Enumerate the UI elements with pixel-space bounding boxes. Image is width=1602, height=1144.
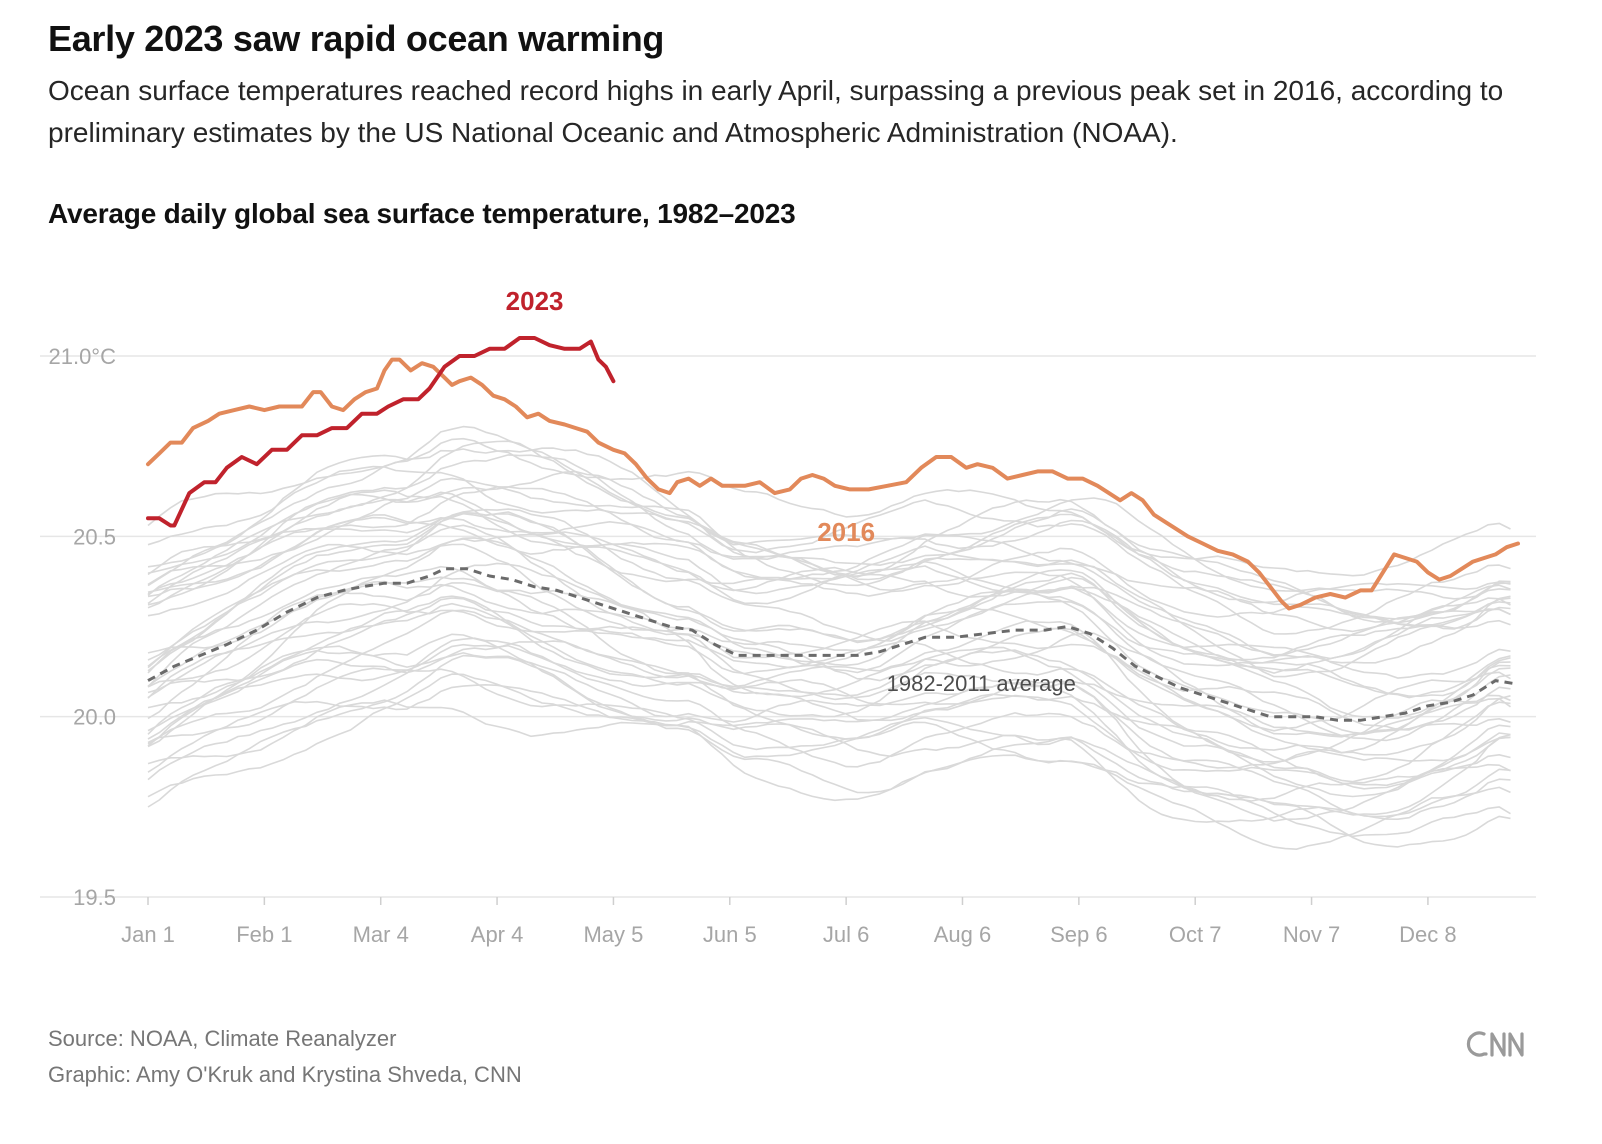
background-year-line [147,667,1511,822]
background-year-line [147,537,1511,719]
background-year-line [147,516,1511,656]
x-tick-label: Jan 1 [121,922,175,947]
background-year-line [147,489,1511,678]
label-2016: 2016 [817,517,875,547]
headline: Early 2023 saw rapid ocean warming [48,18,665,59]
chart-title: Average daily global sea surface tempera… [48,198,796,229]
dek: Ocean surface temperatures reached recor… [48,75,1504,148]
cnn-logo-icon [1466,1031,1524,1057]
label-2023: 2023 [506,286,564,316]
x-tick-label: Jul 6 [823,922,869,947]
background-year-line [147,486,1511,627]
background-year-line [147,531,1511,662]
background-year-line [147,512,1511,667]
background-year-line [147,437,1511,577]
background-year-line [147,512,1511,697]
background-year-line [147,673,1511,838]
y-tick-label: 19.5 [73,885,116,910]
background-year-line [147,465,1511,635]
x-tick-label: Apr 4 [471,922,524,947]
background-year-line [147,603,1511,763]
source-note: Source: NOAA, Climate Reanalyzer [48,1026,397,1051]
x-tick-label: Sep 6 [1050,922,1108,947]
background-year-line [147,524,1511,742]
background-year-line [147,645,1511,802]
x-tick-label: Jun 5 [703,922,757,947]
background-year-line [147,582,1511,756]
y-tick-label: 21.0°C [48,344,116,369]
y-tick-label: 20.0 [73,705,116,730]
background-year-line [147,565,1511,754]
background-year-line [147,633,1511,816]
background-year-line [147,654,1511,848]
y-tick-label: 20.5 [73,524,116,549]
x-tick-label: Aug 6 [934,922,992,947]
background-year-line [147,597,1511,737]
x-tick-label: Dec 8 [1399,922,1456,947]
background-year-line [147,576,1511,738]
background-year-line [147,447,1511,600]
background-year-line [147,580,1511,732]
background-year-line [147,643,1511,787]
graphic-credit: Graphic: Amy O'Kruk and Krystina Shveda,… [48,1062,522,1087]
line-chart: 19.5 20.0 20.5 21.0°C Jan 1 Feb 1 Mar 4 Apr 4 Ma… [40,286,1536,947]
label-average: 1982-2011 average [887,671,1076,696]
average-line [147,567,1519,722]
x-tick-label: Oct 7 [1169,922,1222,947]
background-year-line [147,637,1511,820]
background-year-line [147,609,1511,790]
background-year-line [147,425,1511,624]
background-year-line [147,595,1511,798]
x-tick-label: Mar 4 [353,922,409,947]
x-tick-label: Feb 1 [236,922,292,947]
background-year-line [147,440,1511,620]
background-year-line [147,699,1511,850]
series-2016-line [146,357,1520,611]
background-year-line [147,470,1511,604]
background-year-line [147,508,1511,679]
background-year-line [147,477,1511,633]
x-tick-label: May 5 [583,922,643,947]
series-2023-line [146,336,616,528]
background-year-line [147,543,1511,735]
x-tick-label: Nov 7 [1283,922,1340,947]
